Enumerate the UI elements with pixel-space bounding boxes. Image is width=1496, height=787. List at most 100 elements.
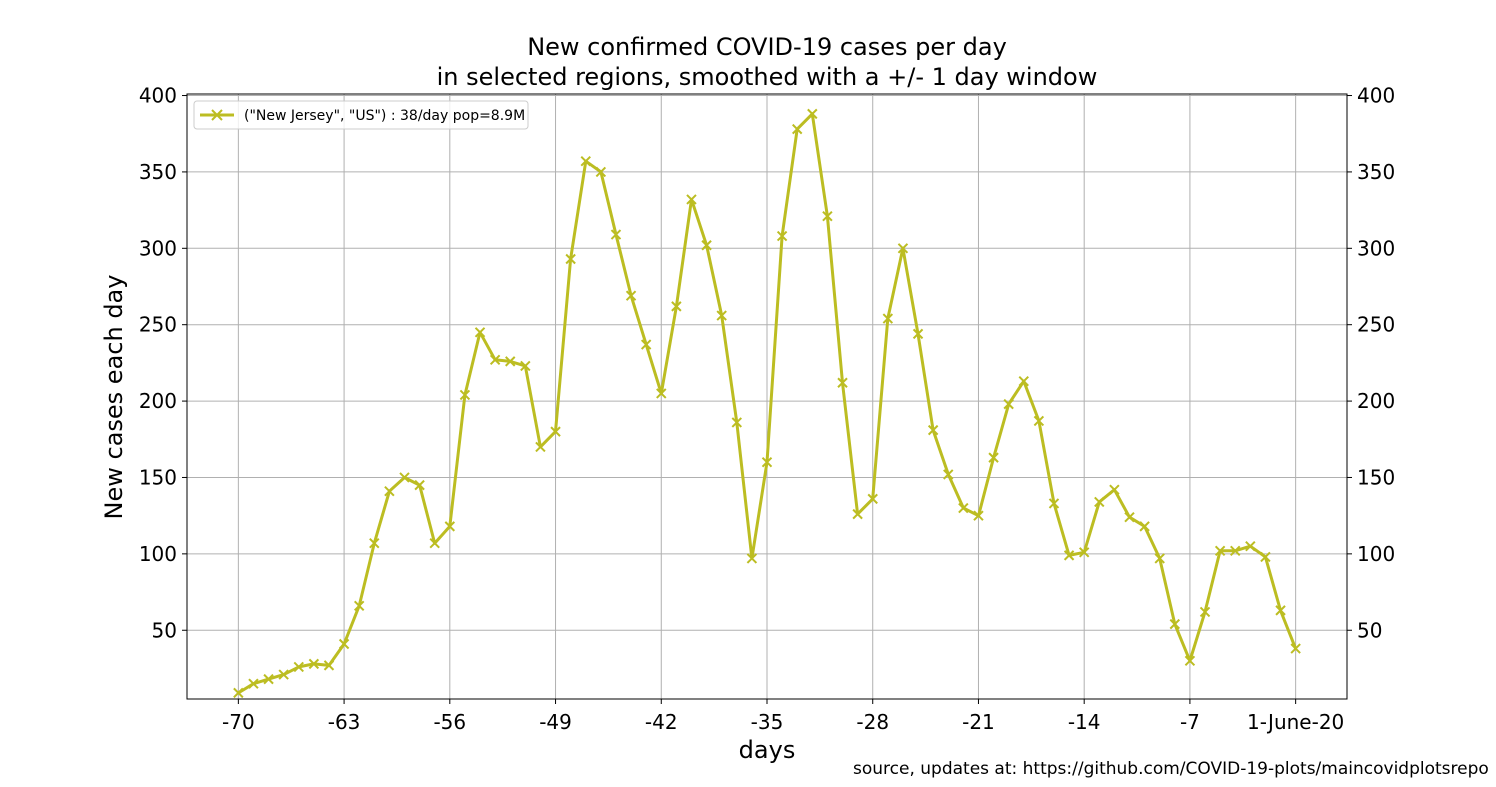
data-point-marker <box>852 508 863 520</box>
x-tick-label: -70 <box>222 710 255 734</box>
data-point-marker <box>489 354 501 366</box>
data-point-marker <box>429 537 440 549</box>
data-point-marker <box>474 327 486 338</box>
data-point-marker <box>1199 606 1211 618</box>
source-note: source, updates at: https://github.com/C… <box>853 759 1489 779</box>
data-point-marker <box>1214 545 1226 557</box>
data-point-marker <box>807 108 818 120</box>
data-point-marker <box>414 479 425 491</box>
data-point-marker <box>1109 484 1120 495</box>
data-point-marker <box>1230 545 1241 557</box>
data-point-marker <box>1139 521 1150 532</box>
data-point-marker <box>293 661 304 673</box>
data-point-marker <box>776 230 788 242</box>
data-point-marker <box>1033 415 1045 427</box>
data-point-marker <box>263 673 274 685</box>
y-axis-label: New cases each day <box>100 275 128 520</box>
chart-title-line-1: New confirmed COVID-19 cases per day <box>527 33 1007 61</box>
y-tick-label-right: 300 <box>1357 236 1395 260</box>
data-point-marker <box>927 424 939 436</box>
y-tick-label-right: 50 <box>1357 618 1382 642</box>
data-point-marker <box>671 301 682 312</box>
data-point-marker <box>716 310 727 321</box>
data-point-marker <box>686 194 697 205</box>
legend: ("New Jersey", "US") : 38/day pop=8.9M <box>193 100 529 130</box>
y-tick-label-left: 100 <box>139 542 177 566</box>
x-tick-label: -28 <box>856 710 889 734</box>
data-point-marker <box>1260 551 1271 563</box>
data-point-marker <box>822 211 833 222</box>
data-point-marker <box>731 417 742 428</box>
data-point-marker <box>1018 376 1029 387</box>
x-tick-label: -21 <box>962 710 995 734</box>
data-point-marker <box>640 339 652 350</box>
data-point-marker <box>595 166 607 178</box>
data-point-marker <box>353 600 365 612</box>
data-point-marker <box>943 469 954 480</box>
data-point-marker <box>338 638 350 650</box>
data-point-marker <box>897 243 909 254</box>
data-point-marker <box>550 426 561 437</box>
data-point-marker <box>1078 547 1090 558</box>
data-point-marker <box>1184 655 1196 667</box>
x-axis-ticks: -70 -63 -56 -49 -42 -35 -28 -21 -14 -7 1-June-20 <box>222 699 1344 734</box>
x-tick-label: -63 <box>328 710 361 734</box>
data-point-marker <box>1290 643 1301 654</box>
y-tick-label-right: 250 <box>1357 313 1395 337</box>
y-tick-label-right: 150 <box>1357 465 1395 489</box>
y-tick-label-left: 400 <box>139 84 177 108</box>
legend-label-new-jersey: ("New Jersey", "US") : 38/day pop=8.9M <box>244 108 525 124</box>
data-point-marker <box>505 356 516 367</box>
y-axis-ticks: 50 50 100 100 150 150 200 200 250 250 300 300 350 350… <box>139 84 1395 643</box>
y-tick-label-right: 200 <box>1357 389 1395 413</box>
y-tick-label-left: 200 <box>139 389 177 413</box>
y-tick-label-left: 50 <box>152 618 177 642</box>
y-tick-label-right: 400 <box>1357 84 1395 108</box>
data-point-marker <box>384 486 395 497</box>
data-point-marker <box>973 510 984 521</box>
x-tick-label: -14 <box>1068 710 1101 734</box>
data-point-marker <box>233 687 244 699</box>
data-point-marker <box>369 537 380 549</box>
data-point-marker <box>1275 605 1286 616</box>
data-point-marker <box>867 493 878 505</box>
x-tick-label: -7 <box>1180 710 1200 734</box>
data-point-marker <box>278 669 289 680</box>
data-point-marker <box>459 389 471 401</box>
data-point-marker <box>1124 511 1135 523</box>
data-point-marker <box>1094 496 1105 508</box>
data-point-marker <box>1003 398 1014 410</box>
y-tick-label-left: 150 <box>139 465 177 489</box>
data-point-marker <box>882 313 894 324</box>
y-tick-label-right: 350 <box>1357 160 1395 184</box>
data-point-marker <box>761 456 773 468</box>
data-point-marker <box>1063 550 1075 561</box>
legend-box <box>193 100 529 130</box>
y-tick-label-right: 100 <box>1357 542 1395 566</box>
data-point-marker <box>625 290 637 301</box>
x-tick-label: -35 <box>751 710 784 734</box>
data-point-marker <box>535 441 546 453</box>
data-point-marker <box>792 123 803 135</box>
data-point-marker <box>444 521 456 532</box>
x-tick-label: -56 <box>433 710 466 734</box>
data-point-marker <box>248 678 259 689</box>
data-point-marker <box>958 502 969 514</box>
data-point-marker <box>399 472 410 483</box>
data-point-marker <box>746 553 758 564</box>
x-tick-label: -42 <box>645 710 678 734</box>
y-tick-label-left: 250 <box>139 313 177 337</box>
data-point-marker <box>1048 498 1060 509</box>
data-point-marker <box>656 388 667 399</box>
series-layer <box>233 108 1301 699</box>
data-point-marker <box>580 156 591 167</box>
data-point-marker <box>1169 618 1181 630</box>
data-point-marker <box>520 360 531 372</box>
data-point-marker <box>837 377 848 388</box>
data-point-marker <box>565 253 576 265</box>
y-tick-label-left: 350 <box>139 160 177 184</box>
data-point-marker <box>308 658 320 670</box>
chart-title-line-2: in selected regions, smoothed with a +/-… <box>437 63 1098 91</box>
legend-marker-swatch <box>211 109 223 121</box>
